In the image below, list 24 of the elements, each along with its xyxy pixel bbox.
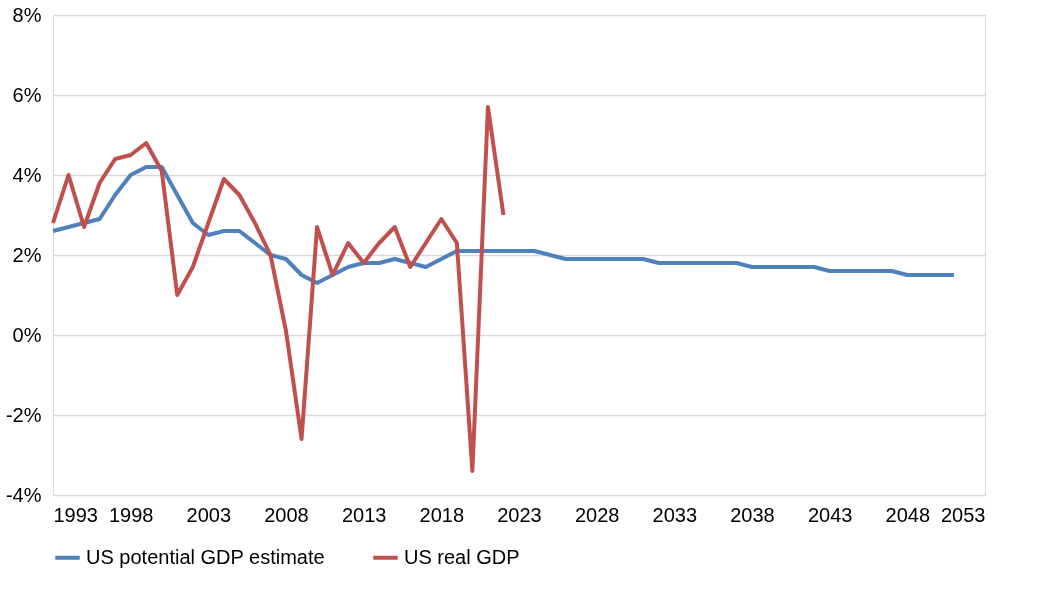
legend-label: US real GDP: [404, 545, 520, 568]
x-tick-label: 2048: [885, 503, 931, 526]
y-tick-label: 2%: [12, 243, 42, 266]
y-tick-label: 0%: [12, 323, 42, 346]
x-tick-label: 2018: [419, 503, 465, 526]
x-tick-label: 2023: [497, 503, 542, 526]
x-tick-label: 1998: [108, 503, 154, 526]
y-tick-label: -2%: [5, 403, 42, 426]
x-tick-label: 2043: [807, 503, 853, 526]
x-tick-label: 1993: [53, 503, 98, 526]
x-tick-label: 2003: [186, 503, 232, 526]
y-tick-label: 4%: [12, 163, 42, 186]
legend-label: US potential GDP estimate: [86, 545, 325, 568]
y-tick-label: -4%: [5, 483, 42, 506]
x-tick-label: 2013: [341, 503, 387, 526]
x-tick-label: 2033: [652, 503, 698, 526]
line-series: [51, 165, 956, 285]
y-tick-label: 6%: [12, 83, 42, 106]
x-tick-label: 2053: [941, 503, 986, 526]
x-tick-label: 2038: [730, 503, 775, 526]
line-series: [51, 105, 506, 473]
y-tick-label: 8%: [12, 3, 42, 26]
x-tick-label: 2008: [264, 503, 309, 526]
x-tick-label: 2028: [574, 503, 620, 526]
